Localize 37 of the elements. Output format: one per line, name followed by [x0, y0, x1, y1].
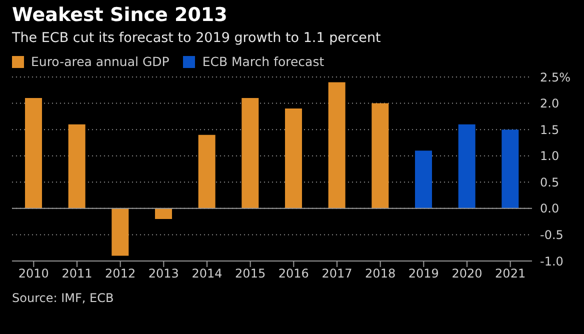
chart-title: Weakest Since 2013: [12, 4, 228, 26]
y-tick-label: -0.5: [540, 228, 564, 242]
legend-label: Euro-area annual GDP: [31, 54, 170, 69]
y-tick-label: 2.0: [540, 96, 560, 111]
x-tick-label: 2015: [235, 266, 266, 281]
y-tick-label: 0.0: [540, 202, 560, 216]
bar: [458, 124, 476, 208]
bar: [328, 82, 346, 208]
bar: [372, 103, 389, 208]
x-tick-label: 2012: [105, 266, 136, 281]
bar: [198, 134, 216, 208]
bar: [242, 98, 259, 208]
legend-label: ECB March forecast: [202, 54, 324, 69]
y-tick-label: 1.5: [540, 122, 560, 137]
x-tick-label: 2018: [365, 266, 396, 281]
x-tick-label: 2021: [495, 266, 526, 281]
bar: [112, 208, 129, 256]
bar: [502, 130, 519, 208]
bar: [285, 108, 302, 208]
y-tick-label: 2.5%: [540, 70, 570, 84]
x-tick-label: 2020: [452, 266, 482, 281]
bar: [25, 98, 42, 208]
x-tick-label: 2014: [192, 266, 222, 281]
y-tick-label: 1.0: [540, 149, 560, 164]
bar: [68, 124, 86, 208]
x-tick-label: 2019: [408, 266, 439, 281]
source-note: Source: IMF, ECB: [12, 291, 115, 305]
x-tick-label: 2010: [18, 266, 49, 281]
chart-subtitle: The ECB cut its forecast to 2019 growth to 1.1 percent: [12, 30, 382, 46]
y-tick-label: 0.5: [540, 175, 560, 190]
x-tick-label: 2013: [148, 266, 179, 281]
x-tick-label: 2017: [322, 266, 352, 281]
bar: [415, 150, 432, 208]
y-tick-label: -1.0: [540, 254, 564, 268]
x-tick-label: 2011: [62, 266, 92, 281]
bar: [155, 208, 172, 219]
x-tick-label: 2016: [278, 266, 309, 281]
